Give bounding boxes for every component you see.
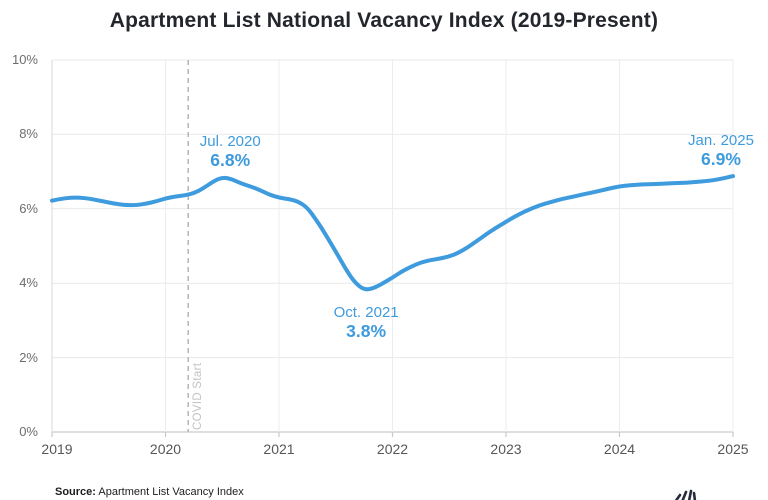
x-tick-label-2024: 2024 (603, 441, 636, 457)
y-tick-label-2: 2% (19, 349, 38, 365)
annotation-value: 6.8% (210, 150, 251, 171)
x-tick-label-2022: 2022 (376, 441, 409, 457)
chart-title: Apartment List National Vacancy Index (2… (109, 9, 659, 32)
x-tick-label-2019: 2019 (41, 441, 73, 457)
y-tick-label-6: 6% (19, 200, 38, 216)
apartment-list-logo-icon (674, 489, 697, 500)
x-tick-label-2021: 2021 (263, 441, 295, 457)
annotation-value: 3.8% (346, 320, 387, 341)
annotation-oct-2021: Oct. 2021 3.8% (334, 304, 399, 340)
source-label: Source: (55, 486, 96, 498)
annotation-value: 6.9% (701, 149, 741, 170)
annotation-date: Oct. 2021 (333, 303, 399, 321)
source-credit: Source: Apartment List Vacancy Index (55, 486, 244, 498)
y-tick-label-8: 8% (19, 126, 38, 142)
annotation-date: Jul. 2020 (199, 133, 261, 151)
y-tick-label-4: 4% (19, 275, 38, 291)
y-tick-label-10: 10% (11, 52, 38, 67)
annotation-date: Jan. 2025 (688, 132, 754, 150)
annotation-jan-2025: Jan. 2025 6.9% (688, 132, 754, 168)
annotation-jul-2020: Jul. 2020 6.8% (200, 133, 261, 169)
source-text: Apartment List Vacancy Index (98, 486, 244, 498)
vacancy-index-line (50, 174, 735, 292)
covid-start-label: COVID Start (192, 362, 204, 430)
x-tick-label-2025: 2025 (717, 441, 749, 457)
x-tick-label-2020: 2020 (149, 441, 182, 457)
x-tick-label-2023: 2023 (490, 441, 522, 457)
y-tick-label-0: 0% (19, 424, 38, 439)
